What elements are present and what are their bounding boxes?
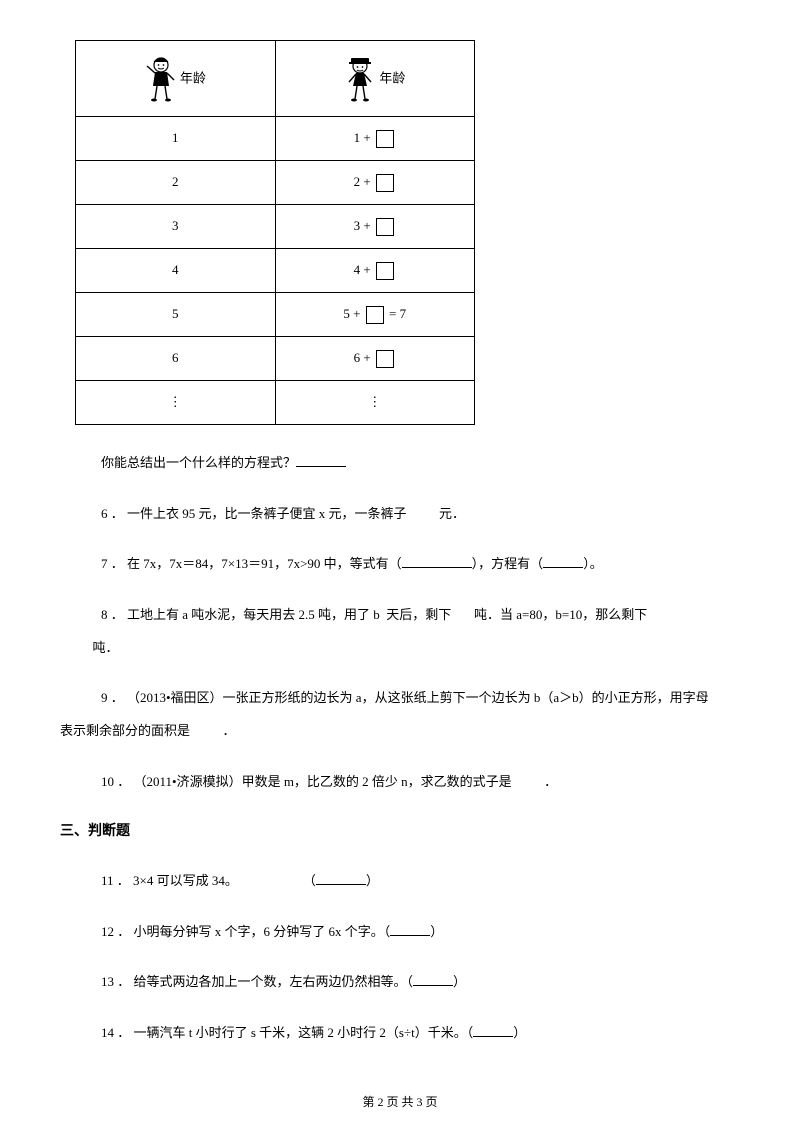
blank[interactable] <box>543 555 583 568</box>
child1-icon <box>145 56 177 102</box>
q-summary: 你能总结出一个什么样的方程式？ <box>75 451 740 476</box>
expr-prefix: 4 + <box>354 262 374 277</box>
q13: 13 ． 给等式两边各加上一个数，左右两边仍然相等。（ ） <box>75 970 740 995</box>
expr-suffix: = 7 <box>386 306 406 321</box>
q9: 9 ． （2013•福田区）一张正方形纸的边长为 a，从这张纸上剪下一个边长为 … <box>75 686 740 711</box>
q7: 7 ． 在 7x，7x＝84，7×13＝91，7x>90 中，等式有（ ），方程有… <box>75 552 740 577</box>
blank[interactable] <box>390 923 430 936</box>
table-row: 3 3 + <box>76 205 475 249</box>
blank[interactable] <box>413 973 453 986</box>
blank[interactable] <box>316 872 366 885</box>
cell-left: 1 <box>76 117 276 161</box>
q13-text: 13 ． 给等式两边各加上一个数，左右两边仍然相等。（ <box>101 974 413 989</box>
q8: 8 ． 工地上有 a 吨水泥，每天用去 2.5 吨，用了 b 天后，剩下 吨．当… <box>75 603 740 628</box>
q-summary-text: 你能总结出一个什么样的方程式？ <box>101 455 296 470</box>
answer-box[interactable] <box>376 130 394 148</box>
q7-text-a: 7 ． 在 7x，7x＝84，7×13＝91，7x>90 中，等式有（ <box>101 556 402 571</box>
expr-prefix: 6 + <box>354 350 374 365</box>
expr-prefix: 2 + <box>354 174 374 189</box>
answer-box[interactable] <box>376 262 394 280</box>
table-row: 4 4 + <box>76 249 475 293</box>
header-right: 年龄 <box>275 41 475 117</box>
q9-line2: 表示剩余部分的面积是 ． <box>60 719 740 744</box>
cell-left: 3 <box>76 205 276 249</box>
q12: 12 ． 小明每分钟写 x 个字，6 分钟写了 6x 个字。（ ） <box>75 920 740 945</box>
q11-paren: ） <box>366 873 379 888</box>
q12-text: 12 ． 小明每分钟写 x 个字，6 分钟写了 6x 个字。（ <box>101 924 390 939</box>
blank[interactable] <box>296 454 346 467</box>
age-table: 年龄 年龄 <box>75 40 475 425</box>
q7-text-b: ），方程有（ <box>472 556 544 571</box>
cell-right: 1 + <box>275 117 475 161</box>
q9-text-a: 9 ． （2013•福田区）一张正方形纸的边长为 a，从这张纸上剪下一个边长为 … <box>101 690 709 705</box>
table-row-dots: ⋮ ⋮ <box>76 381 475 425</box>
cell-right: 3 + <box>275 205 475 249</box>
answer-box[interactable] <box>376 218 394 236</box>
cell-right: 2 + <box>275 161 475 205</box>
answer-box[interactable] <box>366 306 384 324</box>
cell-right: 5 + = 7 <box>275 293 475 337</box>
header-right-label: 年龄 <box>379 70 405 85</box>
table-row: 2 2 + <box>76 161 475 205</box>
cell-left: 4 <box>76 249 276 293</box>
table-row: 6 6 + <box>76 337 475 381</box>
expr-prefix: 3 + <box>354 218 374 233</box>
header-left: 年龄 <box>76 41 276 117</box>
answer-box[interactable] <box>376 350 394 368</box>
q8-text-b: 吨． <box>60 640 119 655</box>
q8-line2: 吨． <box>60 636 740 661</box>
child2-icon <box>344 56 376 102</box>
answer-box[interactable] <box>376 174 394 192</box>
cell-left: 6 <box>76 337 276 381</box>
cell-left: 2 <box>76 161 276 205</box>
q14-text: 14 ． 一辆汽车 t 小时行了 s 千米，这辆 2 小时行 2（s÷t）千米。… <box>101 1025 473 1040</box>
blank[interactable] <box>473 1024 513 1037</box>
q9-text-b: 表示剩余部分的面积是 ． <box>60 723 236 738</box>
q10: 10 ． （2011•济源模拟）甲数是 m，比乙数的 2 倍少 n，求乙数的式子… <box>75 770 740 795</box>
q12-paren: ） <box>430 924 443 939</box>
cell-left: 5 <box>76 293 276 337</box>
q6: 6 ． 一件上衣 95 元，比一条裤子便宜 x 元，一条裤子 元． <box>75 502 740 527</box>
header-left-label: 年龄 <box>180 70 206 85</box>
cell-right: 6 + <box>275 337 475 381</box>
expr-prefix: 1 + <box>354 130 374 145</box>
q11: 11 ． 3×4 可以写成 34。 （ ） <box>75 869 740 894</box>
table-row: 1 1 + <box>76 117 475 161</box>
q14-paren: ） <box>513 1025 526 1040</box>
table-row: 5 5 + = 7 <box>76 293 475 337</box>
q13-paren: ） <box>453 974 466 989</box>
cell-dots: ⋮ <box>275 381 475 425</box>
blank[interactable] <box>402 555 472 568</box>
q8-text-a: 8 ． 工地上有 a 吨水泥，每天用去 2.5 吨，用了 b 天后，剩下 吨．当… <box>101 607 647 622</box>
q7-text-c: ）。 <box>583 556 603 571</box>
cell-dots: ⋮ <box>76 381 276 425</box>
q14: 14 ． 一辆汽车 t 小时行了 s 千米，这辆 2 小时行 2（s÷t）千米。… <box>75 1021 740 1046</box>
section-3-title: 三、判断题 <box>60 821 740 843</box>
page-footer: 第 2 页 共 3 页 <box>0 1093 800 1112</box>
cell-right: 4 + <box>275 249 475 293</box>
expr-prefix: 5 + <box>343 306 363 321</box>
q11-text: 11 ． 3×4 可以写成 34。 （ <box>101 873 316 888</box>
